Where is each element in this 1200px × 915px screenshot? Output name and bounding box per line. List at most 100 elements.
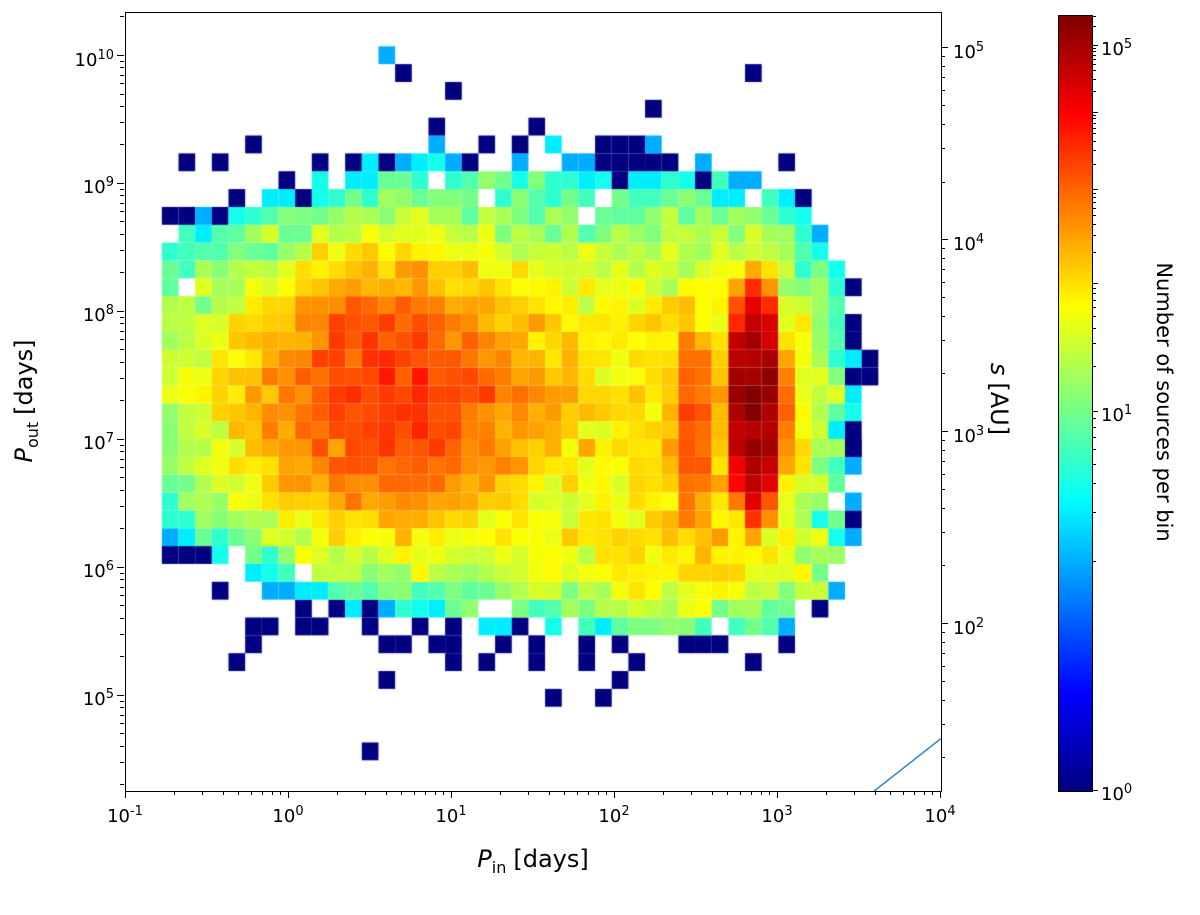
y-tick-mark <box>117 438 124 440</box>
colorbar-minor-tick-mark <box>1093 196 1096 198</box>
colorbar-unlabeled-tick-mark <box>1093 282 1098 284</box>
colorbar-minor-tick-mark <box>1093 127 1096 129</box>
colorbar-minor-tick-mark <box>1093 327 1096 329</box>
colorbar-minor-tick-mark <box>1093 343 1096 345</box>
x-tick-mark <box>939 791 941 798</box>
y-minor-tick-mark <box>120 93 124 95</box>
y-minor-tick-mark <box>120 505 124 507</box>
x-tick-label: 100 <box>272 804 304 827</box>
colorbar-minor-tick-mark <box>1093 426 1096 428</box>
y-minor-tick-mark <box>120 579 124 581</box>
colorbar-minor-tick-mark <box>1093 511 1096 513</box>
colorbar-minor-tick-mark <box>1093 316 1096 318</box>
colorbar-minor-tick-mark <box>1093 133 1096 135</box>
x-tick-label: 10-1 <box>107 804 143 827</box>
colorbar-minor-tick-mark <box>1093 58 1096 60</box>
colorbar-minor-tick-mark <box>1093 483 1096 485</box>
colorbar-unlabeled-tick-mark <box>1093 111 1098 113</box>
colorbar-minor-tick-mark <box>1093 307 1096 309</box>
y-minor-tick-mark <box>120 617 124 619</box>
plot-area <box>125 12 942 792</box>
colorbar-gradient-canvas <box>1059 16 1092 791</box>
y-tick-mark <box>117 694 124 696</box>
colorbar-minor-tick-mark <box>1093 150 1096 152</box>
y-minor-tick-mark <box>120 444 124 446</box>
x-axis-symbol: P <box>477 845 492 873</box>
colorbar-minor-tick-mark <box>1093 64 1096 66</box>
colorbar-tick-label: 105 <box>1101 37 1133 61</box>
right-axis-unit: [AU] <box>985 382 1013 436</box>
y-minor-tick-mark <box>120 451 124 453</box>
colorbar-minor-tick-mark <box>1093 26 1096 28</box>
y-minor-tick-mark <box>120 105 124 107</box>
right-axis-symbol: s <box>985 362 1013 376</box>
colorbar-tick-mark <box>1093 789 1098 791</box>
y-minor-tick-mark <box>120 761 124 763</box>
y-minor-tick-mark <box>120 195 124 197</box>
y-tick-label: 1010 <box>74 47 114 71</box>
colorbar-minor-tick-mark <box>1093 463 1096 465</box>
s-tick-label: 105 <box>953 39 985 63</box>
y-minor-tick-mark <box>120 188 124 190</box>
colorbar-minor-tick-mark <box>1093 15 1096 17</box>
y-minor-tick-mark <box>120 633 124 635</box>
colorbar-tick-mark <box>1093 410 1098 412</box>
y-tick-label: 105 <box>82 687 114 711</box>
y-tick-mark <box>117 310 124 312</box>
y-minor-tick-mark <box>120 572 124 574</box>
y-minor-tick-mark <box>120 121 124 123</box>
y-minor-tick-mark <box>120 16 124 18</box>
colorbar-tick-label: 100 <box>1101 782 1133 805</box>
x-axis-unit: [days] <box>513 845 589 873</box>
colorbar-minor-tick-mark <box>1093 418 1096 420</box>
colorbar-minor-tick-mark <box>1093 90 1096 92</box>
y-tick-mark <box>117 55 124 56</box>
colorbar-minor-tick-mark <box>1093 448 1096 450</box>
x-tick-mark <box>613 791 615 798</box>
y-minor-tick-mark <box>120 400 124 402</box>
colorbar-label: Number of sources per bin <box>1152 262 1176 542</box>
y-minor-tick-mark <box>120 67 124 69</box>
x-tick-label: 101 <box>435 804 467 827</box>
colorbar-minor-tick-mark <box>1093 207 1096 209</box>
y-minor-tick-mark <box>120 723 124 725</box>
y-minor-tick-mark <box>120 714 124 716</box>
x-tick-mark <box>450 791 452 798</box>
s-tick-mark <box>941 623 948 625</box>
colorbar-minor-tick-mark <box>1093 118 1096 120</box>
x-tick-mark <box>776 791 778 798</box>
stability-line <box>873 737 941 791</box>
y-minor-tick-mark <box>120 330 124 332</box>
colorbar-minor-tick-mark <box>1093 560 1096 562</box>
y-minor-tick-mark <box>120 211 124 213</box>
y-axis-label: Pout [days] <box>10 339 42 462</box>
y-axis-unit: [days] <box>10 339 39 415</box>
y-minor-tick-mark <box>120 656 124 658</box>
y-minor-tick-mark <box>120 733 124 735</box>
colorbar-minor-tick-mark <box>1093 223 1096 225</box>
y-minor-tick-mark <box>120 221 124 223</box>
y-minor-tick-mark <box>120 83 124 85</box>
s-tick-mark <box>941 431 948 433</box>
y-minor-tick-mark <box>120 745 124 747</box>
y-tick-label: 108 <box>82 303 114 327</box>
colorbar-minor-tick-mark <box>1093 235 1096 237</box>
colorbar-minor-tick-mark <box>1093 78 1096 80</box>
y-minor-tick-mark <box>120 349 124 351</box>
y-minor-tick-mark <box>120 361 124 363</box>
x-tick-mark <box>287 791 289 798</box>
y-minor-tick-mark <box>120 202 124 204</box>
right-axis-label: s [AU] <box>985 363 1013 435</box>
y-minor-tick-mark <box>120 477 124 479</box>
x-tick-label: 103 <box>761 804 793 827</box>
y-minor-tick-mark <box>120 316 124 318</box>
y-tick-mark <box>117 182 124 184</box>
x-axis-subscript: in <box>491 857 507 877</box>
y-axis-subscript: out <box>22 421 42 449</box>
colorbar-minor-tick-mark <box>1093 122 1096 124</box>
y-tick-label: 106 <box>82 559 114 583</box>
colorbar-minor-tick-mark <box>1093 293 1096 295</box>
colorbar-tick-mark <box>1093 44 1098 46</box>
s-tick-mark <box>941 47 948 49</box>
